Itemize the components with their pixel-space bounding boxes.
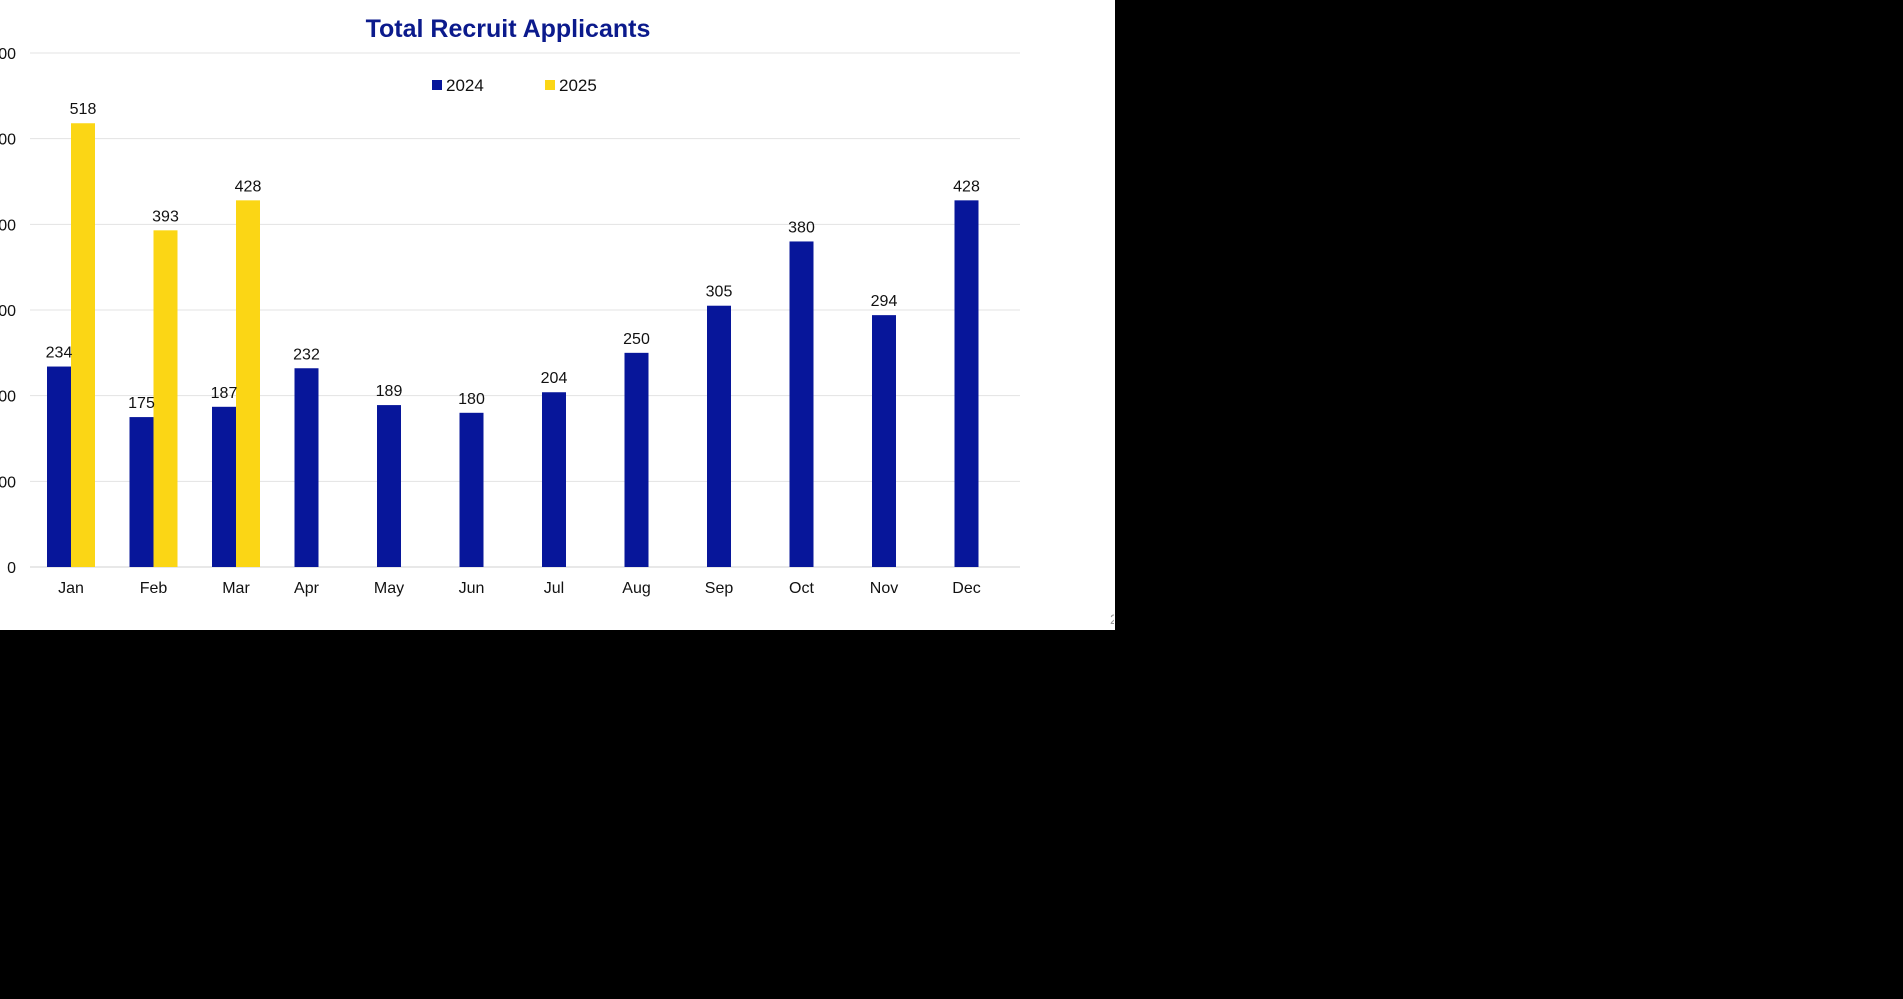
bar-2024-oct — [789, 241, 814, 567]
data-label-2025-jan: 518 — [70, 101, 97, 118]
data-label-2024-dec: 428 — [953, 178, 980, 195]
x-tick-label-nov: Nov — [870, 580, 898, 597]
chart-title: Total Recruit Applicants — [366, 15, 651, 43]
gridlines — [30, 52, 1020, 568]
y-tick-label-500: 00 — [0, 132, 16, 149]
bar-2024-jan — [47, 366, 71, 567]
legend: 2024 2025 — [432, 76, 597, 95]
data-label-2024-jan: 234 — [46, 345, 73, 362]
x-tick-label-jan: Jan — [58, 580, 84, 597]
data-label-2024-jun: 180 — [458, 391, 485, 408]
data-label-2025-feb: 393 — [152, 208, 179, 225]
data-label-2024-mar: 187 — [211, 385, 238, 402]
bar-2024-apr — [294, 368, 319, 567]
bar-2024-feb — [129, 417, 154, 567]
data-label-2024-jul: 204 — [541, 370, 568, 387]
data-label-2024-sep: 305 — [706, 284, 733, 301]
x-tick-label-mar: Mar — [222, 580, 250, 597]
data-label-2024-oct: 380 — [788, 219, 815, 236]
x-tick-label-sep: Sep — [705, 580, 734, 597]
legend-label-2024: 2024 — [446, 76, 484, 95]
legend-label-2025: 2025 — [559, 76, 597, 95]
x-tick-label-feb: Feb — [140, 580, 168, 597]
bars — [47, 123, 979, 567]
data-label-2024-aug: 250 — [623, 331, 650, 348]
y-tick-label-600: 00 — [0, 46, 16, 63]
bar-2024-dec — [954, 200, 979, 567]
x-tick-label-apr: Apr — [294, 580, 320, 597]
data-label-2024-feb: 175 — [128, 395, 155, 412]
y-tick-label-100: 00 — [0, 474, 16, 491]
bar-2025-jan — [71, 123, 95, 567]
bar-2024-sep — [707, 305, 731, 567]
x-tick-label-aug: Aug — [622, 580, 650, 597]
legend-swatch-2025 — [545, 80, 555, 90]
x-tick-label-jul: Jul — [544, 580, 564, 597]
bar-2024-nov — [872, 315, 896, 567]
x-tick-label-jun: Jun — [459, 580, 485, 597]
data-label-2024-nov: 294 — [871, 293, 898, 310]
bar-2024-may — [377, 405, 401, 567]
x-axis-ticks: Jan Feb Mar Apr May Jun Jul Aug Sep Oct Nov Dec — [58, 580, 981, 597]
bar-2025-feb — [153, 230, 178, 567]
y-tick-label-200: 00 — [0, 389, 16, 406]
y-tick-label-0: 0 — [7, 560, 16, 577]
bar-2024-mar — [212, 406, 236, 567]
data-label-2024-apr: 232 — [293, 346, 320, 363]
bar-2024-jul — [542, 392, 566, 567]
y-tick-label-300: 00 — [0, 303, 16, 320]
y-tick-label-400: 00 — [0, 217, 16, 234]
edge-mark: 2 — [1110, 612, 1114, 626]
chart-panel: 0 00 00 00 00 00 00 234 518 175 393 187 428 232 189 18… — [0, 0, 1115, 630]
legend-swatch-2024 — [432, 80, 442, 90]
data-label-2024-may: 189 — [376, 383, 403, 400]
bar-2024-aug — [624, 352, 649, 567]
data-labels: 234 518 175 393 187 428 232 189 180 204 250 305 380 2… — [46, 101, 980, 412]
bar-2025-mar — [236, 200, 260, 567]
x-tick-label-may: May — [374, 580, 404, 597]
bar-2024-jun — [459, 412, 484, 567]
x-tick-label-oct: Oct — [789, 580, 814, 597]
data-label-2025-mar: 428 — [235, 178, 262, 195]
x-tick-label-dec: Dec — [952, 580, 980, 597]
